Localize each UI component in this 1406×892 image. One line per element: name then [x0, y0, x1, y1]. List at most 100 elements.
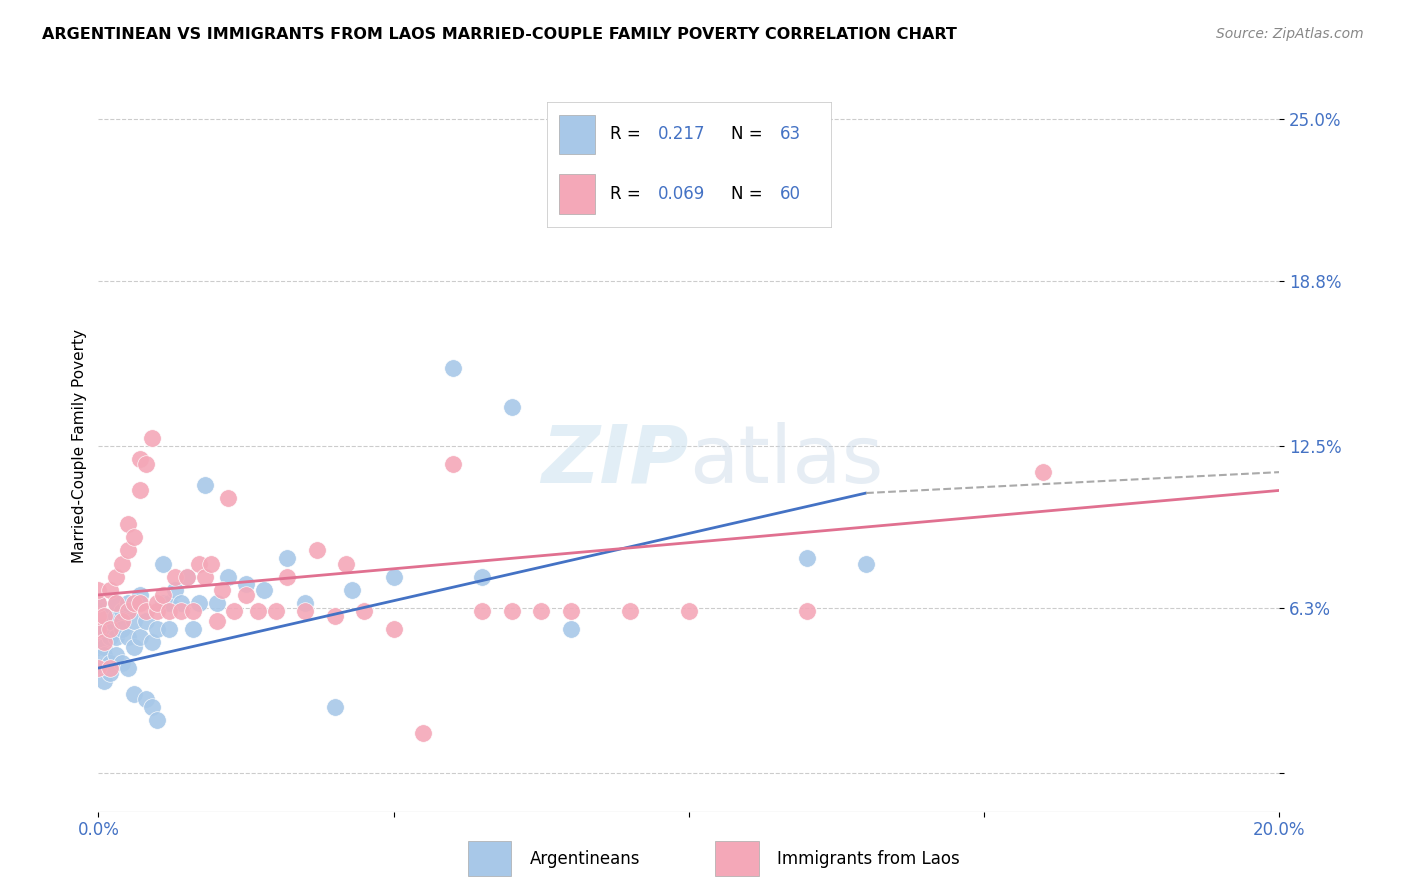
Point	[165, 569, 187, 583]
Point	[122, 530, 145, 544]
Point	[246, 603, 269, 617]
Point	[122, 687, 145, 701]
Text: ZIP: ZIP	[541, 422, 689, 500]
Point	[122, 596, 145, 610]
Point	[205, 614, 228, 628]
Point	[335, 557, 357, 571]
Point	[146, 596, 169, 610]
Point	[1032, 465, 1054, 479]
Point	[105, 648, 128, 662]
Point	[98, 661, 121, 675]
Point	[105, 596, 128, 610]
Point	[441, 360, 464, 375]
Point	[117, 543, 139, 558]
Point	[135, 458, 157, 472]
Point	[217, 491, 239, 506]
Text: ARGENTINEAN VS IMMIGRANTS FROM LAOS MARRIED-COUPLE FAMILY POVERTY CORRELATION CH: ARGENTINEAN VS IMMIGRANTS FROM LAOS MARR…	[42, 27, 957, 42]
Point	[105, 608, 128, 623]
Point	[87, 596, 110, 610]
Point	[128, 588, 150, 602]
Text: Source: ZipAtlas.com: Source: ZipAtlas.com	[1216, 27, 1364, 41]
Point	[135, 603, 157, 617]
Point	[128, 483, 150, 498]
Point	[323, 608, 346, 623]
FancyBboxPatch shape	[468, 841, 512, 876]
Point	[501, 400, 523, 414]
Point	[855, 557, 877, 571]
Point	[678, 603, 700, 617]
Point	[200, 557, 222, 571]
Point	[128, 452, 150, 467]
Point	[87, 608, 110, 623]
Point	[796, 603, 818, 617]
Point	[87, 582, 110, 597]
Point	[111, 622, 134, 636]
Point	[294, 596, 316, 610]
Point	[128, 596, 150, 610]
Point	[93, 640, 115, 655]
Point	[93, 608, 115, 623]
Point	[111, 656, 134, 670]
Point	[412, 726, 434, 740]
Point	[224, 603, 246, 617]
Point	[122, 640, 145, 655]
Point	[264, 603, 287, 617]
Point	[87, 608, 110, 623]
Point	[117, 603, 139, 617]
Point	[181, 603, 204, 617]
Point	[276, 551, 298, 566]
Point	[111, 614, 134, 628]
Point	[141, 700, 163, 714]
Point	[194, 478, 217, 492]
Point	[93, 635, 115, 649]
Point	[87, 603, 110, 617]
Point	[205, 596, 228, 610]
Point	[471, 569, 494, 583]
Point	[87, 661, 110, 675]
Point	[253, 582, 276, 597]
Point	[176, 569, 198, 583]
Point	[98, 666, 121, 681]
Point	[111, 557, 134, 571]
Point	[211, 582, 233, 597]
Point	[152, 588, 174, 602]
Point	[471, 603, 494, 617]
Point	[98, 630, 121, 644]
Point	[117, 630, 139, 644]
Point	[235, 577, 257, 591]
Point	[187, 596, 209, 610]
Point	[141, 431, 163, 445]
Point	[122, 614, 145, 628]
Point	[105, 569, 128, 583]
Point	[157, 622, 180, 636]
Point	[796, 551, 818, 566]
Point	[176, 569, 198, 583]
Point	[146, 714, 169, 728]
Point	[87, 622, 110, 636]
Point	[93, 608, 115, 623]
Point	[501, 603, 523, 617]
Point	[117, 596, 139, 610]
Point	[98, 582, 121, 597]
Point	[181, 622, 204, 636]
Point	[217, 569, 239, 583]
Point	[235, 588, 257, 602]
Point	[98, 656, 121, 670]
Point	[560, 622, 582, 636]
Point	[146, 603, 169, 617]
Point	[157, 596, 180, 610]
Point	[187, 557, 209, 571]
Point	[87, 622, 110, 636]
Point	[98, 622, 121, 636]
Point	[93, 622, 115, 636]
Point	[152, 596, 174, 610]
Point	[135, 692, 157, 706]
Point	[294, 603, 316, 617]
Point	[87, 622, 110, 636]
Point	[135, 614, 157, 628]
Y-axis label: Married-Couple Family Poverty: Married-Couple Family Poverty	[72, 329, 87, 563]
Point	[117, 517, 139, 532]
Point	[111, 603, 134, 617]
Point	[157, 603, 180, 617]
Text: atlas: atlas	[689, 422, 883, 500]
